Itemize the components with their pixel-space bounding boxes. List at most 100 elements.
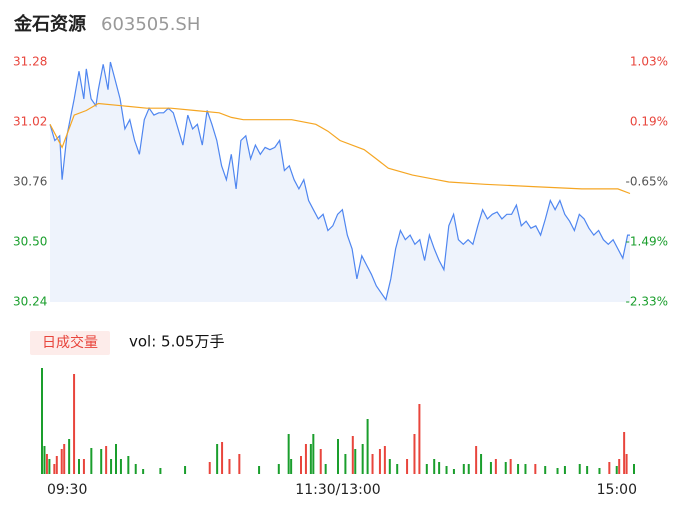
volume-bar <box>277 464 280 474</box>
y-tick-label: 31.02 <box>13 115 47 129</box>
volume-bar <box>53 464 56 474</box>
volume-bar <box>287 434 290 474</box>
volume-bar <box>41 368 43 474</box>
volume-bar <box>115 444 117 474</box>
volume-bar <box>452 469 455 474</box>
volume-bar <box>159 468 162 474</box>
volume-bar <box>433 459 436 474</box>
x-tick-label: 09:30 <box>47 482 87 498</box>
volume-bar <box>413 434 416 474</box>
y2-tick-label: 1.03% <box>630 55 668 69</box>
volume-bar <box>48 459 51 474</box>
volume-bar <box>578 464 581 474</box>
volume-bar <box>425 464 428 474</box>
price-line <box>49 61 630 302</box>
volume-legend: 日成交量 <box>42 334 98 351</box>
volume-bar <box>586 466 589 474</box>
volume-bar <box>504 462 507 474</box>
volume-bar <box>184 466 187 474</box>
volume-bar <box>142 469 145 474</box>
y2-tick-label: 0.19% <box>630 115 668 129</box>
stock-name: 金石资源 <box>13 13 86 35</box>
volume-bar <box>68 439 71 474</box>
y-tick-label: 30.76 <box>13 175 47 189</box>
volume-bar <box>366 419 369 474</box>
volume-bar <box>337 439 339 474</box>
volume-bar <box>63 444 66 474</box>
volume-bar <box>406 459 409 474</box>
volume-bar <box>462 464 465 474</box>
volume-bar <box>300 456 302 474</box>
volume-bar <box>556 468 559 474</box>
volume-bar <box>351 436 354 474</box>
volume-bar <box>309 444 312 474</box>
volume-bar <box>608 462 611 474</box>
volume-bar <box>388 459 391 474</box>
x-tick-label: 15:00 <box>597 482 637 498</box>
volume-bar <box>445 466 448 474</box>
volume-bar <box>438 462 441 474</box>
volume-bar <box>324 464 327 474</box>
x-tick-label: 11:30/13:00 <box>295 482 380 498</box>
volume-bar <box>290 459 293 474</box>
volume-bar <box>509 459 512 474</box>
volume-bar <box>208 462 211 474</box>
volume-bar <box>82 459 85 474</box>
volume-bar <box>312 434 315 474</box>
volume-bar <box>344 454 347 474</box>
volume-bar <box>489 462 492 474</box>
volume-bar <box>544 466 547 474</box>
volume-bar <box>319 449 322 474</box>
price-area <box>50 62 630 302</box>
volume-bar <box>100 449 103 474</box>
volume-bar <box>475 446 478 474</box>
volume-bar <box>78 459 80 474</box>
volume-bar <box>258 466 261 474</box>
volume-bar <box>90 448 93 474</box>
average-line <box>49 102 631 195</box>
volume-bar <box>598 468 601 474</box>
volume-bar <box>480 454 483 474</box>
stock-code: 603505.SH <box>101 14 200 35</box>
y-tick-label: 30.24 <box>13 295 47 309</box>
volume-bar <box>418 404 421 474</box>
legend-box <box>30 331 110 355</box>
volume-bar <box>238 454 241 474</box>
volume-bar <box>625 454 628 474</box>
volume-bar <box>467 464 470 474</box>
volume-bar <box>45 454 48 474</box>
volume-bar <box>633 464 635 474</box>
volume-bar <box>354 449 357 474</box>
volume-bar <box>119 459 122 474</box>
volume-bar <box>371 454 374 474</box>
volume-bar <box>60 449 63 474</box>
volume-bar <box>615 466 618 474</box>
volume-bar <box>43 446 46 474</box>
volume-bar <box>378 449 381 474</box>
volume-bar <box>383 446 386 474</box>
volume-bar <box>105 446 108 474</box>
y-tick-label: 30.50 <box>13 235 47 249</box>
volume-bar <box>228 459 231 474</box>
volume-bar <box>55 456 58 474</box>
y2-tick-label: -2.33% <box>626 295 668 309</box>
volume-bar <box>216 444 219 474</box>
volume-bar <box>127 456 130 474</box>
volume-bar <box>534 464 537 474</box>
y-tick-label: 31.28 <box>13 55 47 69</box>
volume-bar <box>221 442 224 474</box>
volume-bar <box>396 464 399 474</box>
volume-bar <box>134 464 137 474</box>
volume-bar <box>524 464 527 474</box>
y2-tick-label: -0.65% <box>626 175 668 189</box>
volume-total: vol: 5.05万手 <box>129 333 224 351</box>
volume-bar <box>618 459 621 474</box>
y2-tick-label: -1.49% <box>626 235 668 249</box>
volume-bar <box>494 459 497 474</box>
volume-bar <box>361 444 364 474</box>
volume-bar <box>517 464 520 474</box>
volume-bar <box>623 432 626 474</box>
volume-bar <box>73 374 76 474</box>
